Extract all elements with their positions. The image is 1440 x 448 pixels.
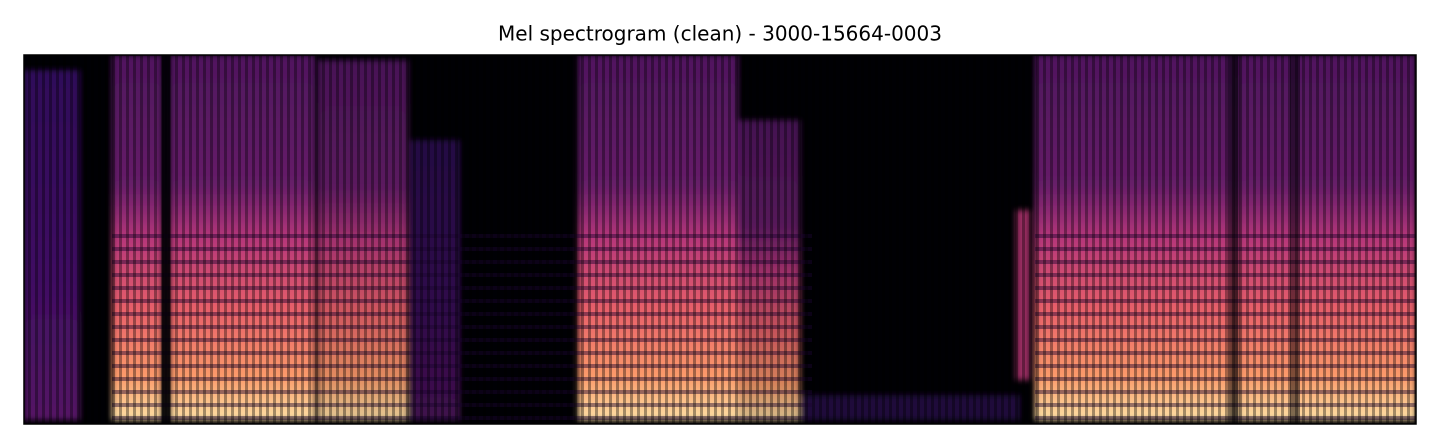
- chart-title: Mel spectrogram (clean) - 3000-15664-000…: [498, 22, 942, 46]
- spectrogram: [24, 55, 1416, 424]
- frames: [24, 55, 1416, 424]
- plot-frame: [23, 54, 1417, 425]
